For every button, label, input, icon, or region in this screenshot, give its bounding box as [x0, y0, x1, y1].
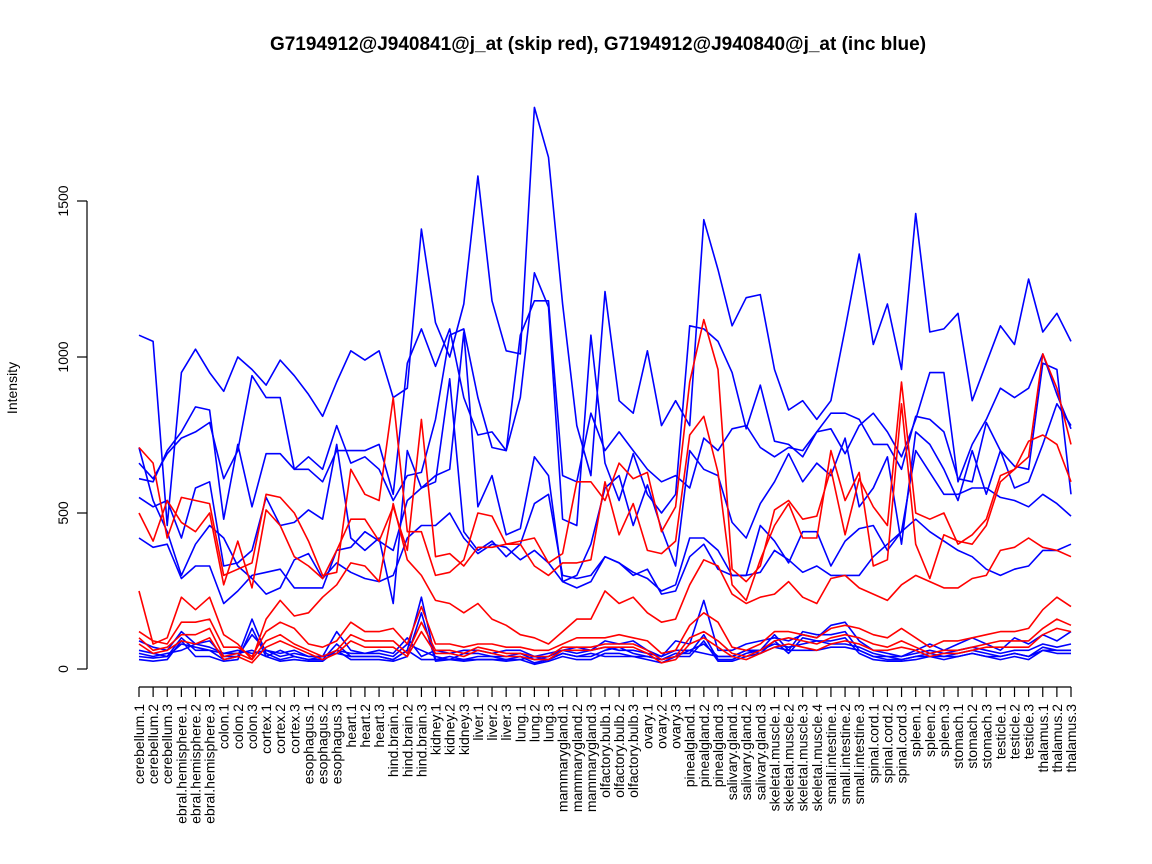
x-tick-label: liver.2 [484, 704, 500, 741]
series-line-inc-6 [138, 447, 1072, 595]
x-tick-label: stomach.1 [950, 704, 966, 769]
y-axis-label: Intensity [4, 362, 20, 414]
x-tick-label: spleen.1 [908, 704, 924, 757]
x-axis: cerebellum.1cerebellum.2cerebellum.3ebra… [131, 686, 1079, 824]
x-tick-label: ovary.1 [639, 704, 655, 749]
x-tick-label: olfactory.bulb.3 [625, 704, 641, 798]
x-tick-label: spinal.cord.3 [894, 704, 910, 784]
x-tick-label: olfactory.bulb.2 [611, 704, 627, 798]
x-tick-label: small.intestine.2 [837, 704, 853, 805]
x-tick-label: thalamus.2 [1049, 704, 1065, 773]
x-tick-label: skeletal.muscle.1 [766, 704, 782, 812]
x-tick-label: salivary.gland.2 [738, 704, 754, 800]
series-line-skip-1 [138, 318, 1072, 583]
series-line-skip-3 [138, 502, 1072, 661]
series-line-skip-6 [138, 627, 1072, 664]
x-tick-label: pinealgland.1 [682, 704, 698, 788]
series-line-inc-7 [138, 599, 1072, 658]
x-tick-label: olfactory.bulb.1 [597, 704, 613, 798]
series-line-inc-10 [138, 611, 1071, 666]
x-tick-label: esophagus.1 [300, 704, 316, 784]
x-tick-label: ebral.hemisphere.3 [202, 704, 218, 824]
x-tick-label: kidney.1 [428, 704, 444, 755]
x-tick-label: cortex.3 [286, 704, 302, 754]
x-tick-label: testicle.3 [1021, 704, 1037, 759]
series-line-inc-4 [138, 331, 1072, 605]
x-tick-label: kidney.3 [456, 704, 472, 755]
series-line-skip-2 [138, 353, 1072, 602]
x-tick-label: cerebellum.2 [145, 704, 161, 784]
chart-title: G7194912@J940841@j_at (skip red), G71949… [270, 34, 926, 55]
x-tick-label: testicle.2 [1007, 704, 1023, 759]
x-tick-label: mammarygland.3 [583, 704, 599, 812]
y-tick-label: 500 [55, 501, 71, 525]
x-tick-label: mammarygland.1 [555, 704, 571, 812]
x-tick-label: hind.brain.2 [399, 704, 415, 777]
x-tick-label: skeletal.muscle.2 [781, 704, 797, 812]
x-tick-label: spleen.3 [936, 704, 952, 757]
series-line-skip-4 [138, 596, 1072, 658]
x-tick-label: ebral.hemisphere.1 [173, 704, 189, 824]
x-tick-label: cerebellum.1 [131, 704, 147, 784]
x-tick-label: skeletal.muscle.3 [795, 704, 811, 812]
series-line-inc-3 [138, 299, 1072, 521]
x-tick-label: stomach.2 [964, 704, 980, 769]
x-tick-label: cerebellum.3 [159, 704, 175, 784]
y-tick-label: 1000 [55, 341, 71, 372]
x-tick-label: spleen.2 [922, 704, 938, 757]
x-tick-label: colon.1 [216, 704, 232, 749]
x-tick-label: small.intestine.3 [851, 704, 867, 805]
x-tick-label: skeletal.muscle.4 [809, 704, 825, 812]
x-tick-label: mammarygland.2 [569, 704, 585, 812]
x-tick-label: esophagus.2 [315, 704, 331, 784]
x-tick-label: hind.brain.1 [385, 704, 401, 777]
x-tick-label: lung.1 [512, 704, 528, 742]
x-tick-label: small.intestine.1 [823, 704, 839, 805]
x-tick-label: pinealgland.2 [696, 704, 712, 788]
x-tick-label: colon.2 [230, 704, 246, 749]
x-tick-label: lung.2 [526, 704, 542, 742]
x-tick-label: esophagus.3 [329, 704, 345, 784]
x-tick-label: heart.1 [343, 704, 359, 748]
x-tick-label: stomach.3 [978, 704, 994, 769]
x-tick-label: pinealgland.3 [710, 704, 726, 788]
x-tick-label: spinal.cord.2 [879, 704, 895, 784]
series-line-skip-5 [138, 618, 1072, 661]
x-tick-label: spinal.cord.1 [865, 704, 881, 784]
x-tick-label: cortex.2 [272, 704, 288, 754]
x-tick-label: liver.1 [470, 704, 486, 741]
x-tick-label: liver.3 [498, 704, 514, 741]
x-tick-label: ebral.hemisphere.2 [187, 704, 203, 824]
y-axis: 0 500 1000 1500 [55, 185, 88, 673]
series-layer [138, 106, 1072, 666]
y-tick-label: 0 [55, 665, 71, 673]
x-tick-label: testicle.1 [992, 704, 1008, 759]
x-tick-label: kidney.2 [442, 704, 458, 755]
series-line-inc-1 [138, 106, 1072, 527]
x-tick-label: heart.2 [357, 704, 373, 748]
x-tick-label: lung.3 [541, 704, 557, 742]
x-tick-label: colon.3 [244, 704, 260, 749]
x-tick-label: hind.brain.3 [413, 704, 429, 777]
x-tick-label: thalamus.3 [1063, 704, 1079, 773]
x-tick-label: ovary.3 [668, 704, 684, 749]
y-tick-label: 1500 [55, 185, 71, 216]
x-tick-label: heart.3 [371, 704, 387, 748]
x-tick-label: ovary.2 [653, 704, 669, 749]
x-tick-label: salivary.gland.3 [752, 704, 768, 800]
x-tick-label: thalamus.1 [1035, 704, 1051, 773]
x-tick-label: cortex.1 [258, 704, 274, 754]
x-tick-label: salivary.gland.1 [724, 704, 740, 800]
series-line-inc-11 [138, 643, 1071, 661]
